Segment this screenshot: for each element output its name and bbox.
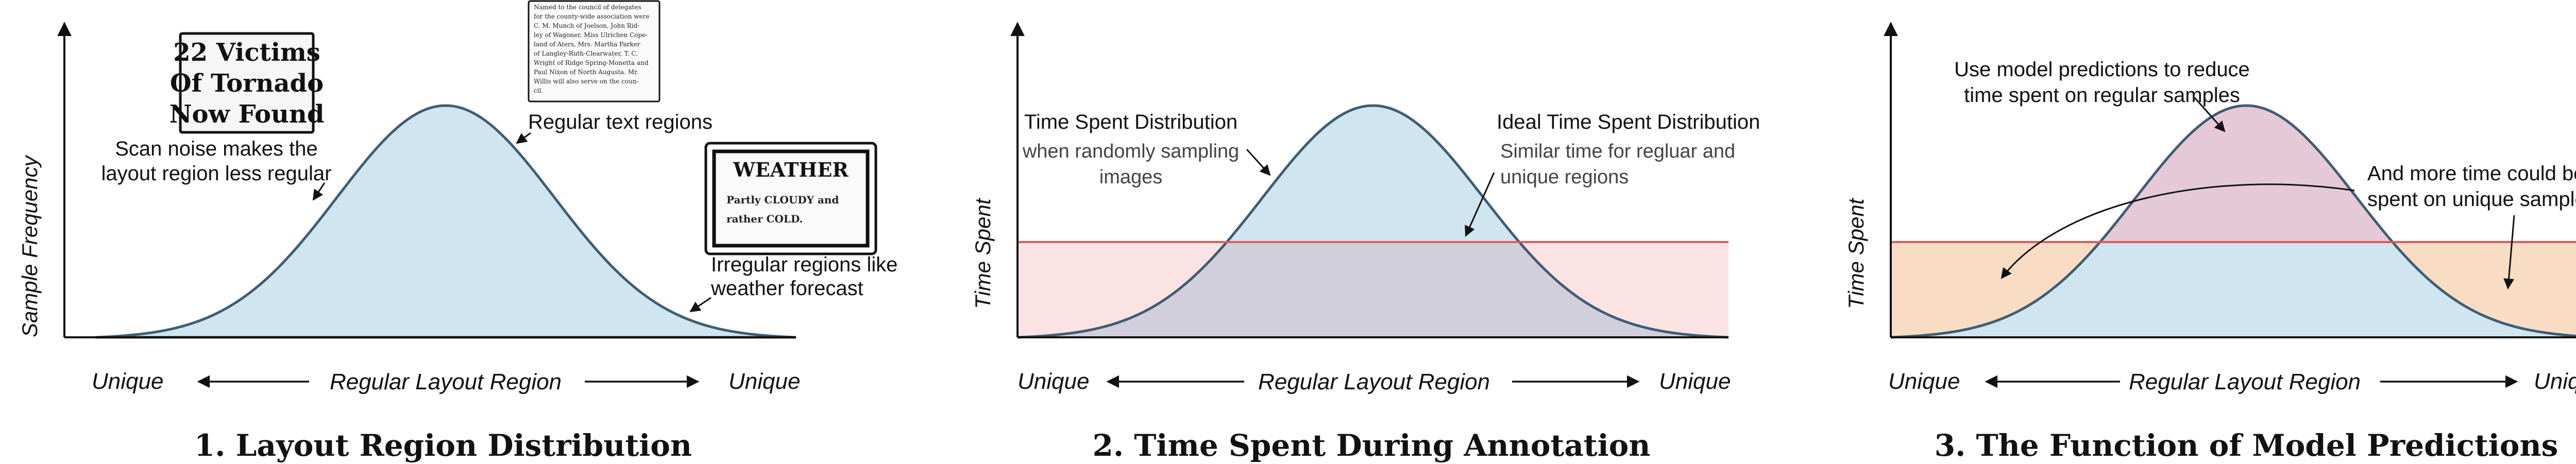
svg-text:Partly CLOUDY and: Partly CLOUDY and xyxy=(726,194,839,206)
irregular-pointer xyxy=(689,297,711,313)
panel-2-x-right: Unique xyxy=(1659,369,1731,394)
panel-1-x-center: Regular Layout Region xyxy=(330,369,562,394)
panel-3-y-label: Time Spent xyxy=(1844,197,1868,309)
svg-text:rather COLD.: rather COLD. xyxy=(726,213,803,225)
more-note-line1: And more time could be xyxy=(2367,162,2576,185)
svg-text:Paul Nixon of North Augusta. M: Paul Nixon of North Augusta. Mr. xyxy=(534,68,638,76)
panel-2-title: 2. Time Spent During Annotation xyxy=(1093,428,1651,463)
panel-3-curve-outline xyxy=(1890,104,2576,339)
svg-text:Willis will also serve on the: Willis will also serve on the coun- xyxy=(534,78,639,85)
svg-text:22 Victims: 22 Victims xyxy=(173,38,320,67)
panel-3-reduce-region xyxy=(2100,106,2392,242)
svg-text:WEATHER: WEATHER xyxy=(733,158,849,181)
panel-1-title: 1. Layout Region Distribution xyxy=(194,428,692,463)
panel-2-y-label: Time Spent xyxy=(971,197,995,309)
panel-2-x-left: Unique xyxy=(1018,369,1089,394)
svg-text:of Langley-Ruth-Clearwater, T.: of Langley-Ruth-Clearwater, T. C. xyxy=(534,50,638,57)
svg-text:Of Tornado: Of Tornado xyxy=(170,69,324,98)
reduce-pointer xyxy=(2194,97,2226,132)
ideal-pointer xyxy=(1465,172,1495,237)
ideal-note-sub1: Similar time for regluar and xyxy=(1500,141,1735,162)
reduce-note-line1: Use model predictions to reduce xyxy=(1954,58,2250,81)
ideal-note-sub2: unique regions xyxy=(1500,166,1629,188)
svg-text:for the county-wide associatio: for the county-wide association were xyxy=(534,13,650,20)
scan-noise-pointer xyxy=(312,182,326,201)
article-clipping: Named to the council of delegates for th… xyxy=(528,0,660,102)
more-pointer-left xyxy=(2001,183,2355,279)
svg-text:Now Found: Now Found xyxy=(170,100,325,129)
panel-2-overlap xyxy=(1018,242,1728,337)
irregular-note-line2: weather forecast xyxy=(710,277,863,300)
more-note-line2: spent on unique samples xyxy=(2367,188,2576,211)
panel-3-x-center: Regular Layout Region xyxy=(2129,369,2361,394)
panel-1-curve xyxy=(95,104,796,339)
svg-text:ley of Wagoner, Miss Ulrichen: ley of Wagoner, Miss Ulrichen Cope- xyxy=(534,31,648,39)
panel-1-x-right: Unique xyxy=(728,369,800,394)
panel-1-y-label: Sample Frequency xyxy=(18,154,42,337)
dist-note-sub2: images xyxy=(1099,166,1163,188)
more-pointer-right xyxy=(2503,215,2515,290)
panel-3-title: 3. The Function of Model Predictions xyxy=(1935,428,2558,463)
panel-3-regular-region xyxy=(1891,242,2576,337)
svg-text:C. M. Munch of Joelson, John R: C. M. Munch of Joelson, John Rid- xyxy=(534,22,639,29)
svg-text:land of Aters, Mrs. Martha Par: land of Aters, Mrs. Martha Parker xyxy=(534,41,640,48)
irregular-note-line1: Irregular regions like xyxy=(711,253,897,276)
headline-clipping: 22 Victims Of Tornado Now Found xyxy=(170,32,325,134)
ideal-note-title: Ideal Time Spent Distribution xyxy=(1497,111,1760,133)
dist-pointer xyxy=(1246,148,1271,176)
dist-note-sub1: when randomly sampling xyxy=(1022,141,1239,162)
dist-note-title: Time Spent Distribution xyxy=(1024,111,1238,133)
scan-noise-note-line2: layout region less regular xyxy=(101,162,332,185)
svg-text:cil.: cil. xyxy=(534,87,543,94)
scan-noise-note-line1: Scan noise makes the xyxy=(115,138,318,160)
svg-text:Named to the council of delega: Named to the council of delegates xyxy=(534,4,641,11)
panel-1-x-left: Unique xyxy=(92,369,163,394)
panel-3-x-right: Unique xyxy=(2534,369,2576,394)
reduce-note-line2: time spent on regular samples xyxy=(1964,84,2240,107)
panel-3: Time Spent Unique Regular Layout Region … xyxy=(1844,22,2576,463)
panel-2: Time Spent Unique Regular Layout Region … xyxy=(971,22,1760,463)
panel-2-curve-outline xyxy=(1017,104,1729,339)
regular-text-note: Regular text regions xyxy=(528,111,713,133)
svg-text:Wright of Ridge Spring-Monetta: Wright of Ridge Spring-Monetta and xyxy=(534,59,649,66)
regular-text-pointer xyxy=(516,132,531,144)
panel-3-x-left: Unique xyxy=(1888,369,1960,394)
panel-1: Sample Frequency Unique Regular Layout R… xyxy=(18,0,897,463)
weather-clipping: WEATHER Partly CLOUDY and rather COLD. xyxy=(704,142,877,255)
panel-2-x-center: Regular Layout Region xyxy=(1258,369,1490,394)
